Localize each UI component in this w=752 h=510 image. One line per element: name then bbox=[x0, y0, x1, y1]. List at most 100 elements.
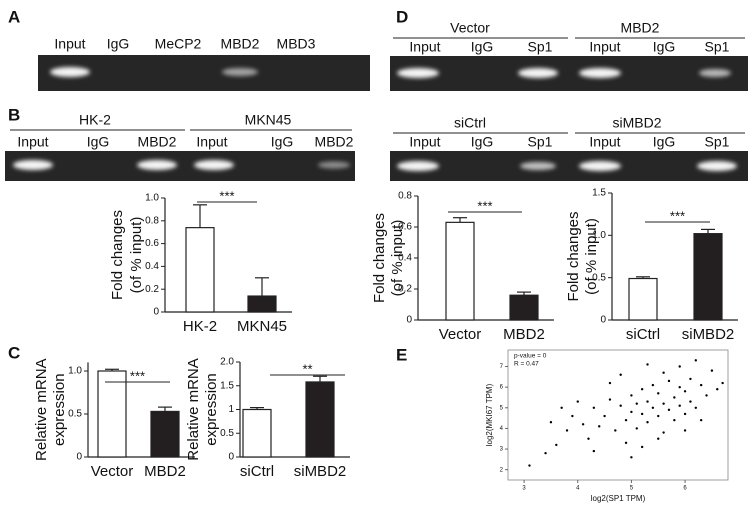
band bbox=[520, 162, 556, 170]
point bbox=[635, 402, 638, 405]
y-tick-label: 1.0 bbox=[68, 366, 82, 377]
band bbox=[13, 160, 53, 170]
x-tick-label: MBD2 bbox=[144, 463, 186, 480]
band bbox=[699, 69, 731, 77]
point bbox=[651, 406, 655, 409]
lane-label: Sp1 bbox=[528, 39, 553, 55]
point bbox=[694, 359, 698, 362]
y-tick-label: 5 bbox=[500, 405, 504, 411]
point bbox=[630, 394, 633, 397]
bar bbox=[693, 233, 723, 321]
point bbox=[667, 379, 671, 383]
x-tick-label: siMBD2 bbox=[682, 326, 735, 343]
bar bbox=[509, 294, 539, 321]
significance-label: ** bbox=[302, 361, 312, 376]
lane-label: Sp1 bbox=[705, 134, 730, 150]
significance-label: *** bbox=[219, 188, 234, 203]
panel-label: A bbox=[8, 7, 20, 26]
y-axis-label: Fold changes bbox=[565, 211, 582, 301]
panel-label: C bbox=[8, 343, 20, 362]
y-axis-label: (of % input) bbox=[583, 218, 600, 295]
point bbox=[581, 423, 585, 426]
y-tick-label: 0.5 bbox=[592, 272, 606, 283]
point bbox=[544, 451, 547, 455]
point bbox=[689, 400, 692, 403]
point bbox=[699, 383, 703, 387]
lane-label: MBD2 bbox=[315, 134, 354, 150]
band bbox=[579, 161, 621, 171]
y-axis-label: (of % input) bbox=[128, 217, 145, 294]
point bbox=[667, 408, 671, 412]
group-label: siCtrl bbox=[454, 115, 486, 131]
point bbox=[630, 456, 633, 459]
point bbox=[528, 464, 531, 467]
point bbox=[592, 406, 596, 409]
gel bbox=[38, 55, 370, 91]
group-label: HK-2 bbox=[79, 112, 111, 128]
x-axis-label: log2(SP1 TPM) bbox=[591, 494, 646, 503]
lane-label: Input bbox=[409, 39, 440, 55]
group-label: Vector bbox=[450, 20, 490, 36]
y-tick-label: 4 bbox=[500, 426, 504, 432]
point bbox=[619, 373, 622, 376]
lane-label: MBD2 bbox=[138, 134, 177, 150]
lane-label: Input bbox=[409, 134, 440, 150]
lane-label: Input bbox=[196, 134, 227, 150]
point bbox=[662, 371, 665, 374]
gel bbox=[390, 151, 748, 181]
band bbox=[50, 67, 90, 77]
y-axis-label: Fold changes bbox=[371, 213, 388, 303]
point bbox=[640, 445, 644, 449]
y-tick-label: 0.5 bbox=[68, 409, 82, 420]
x-tick-label: siMBD2 bbox=[294, 463, 347, 480]
point bbox=[608, 381, 612, 385]
x-tick-label: 6 bbox=[683, 486, 687, 492]
y-tick-label: 0.8 bbox=[145, 215, 159, 226]
lane-label: Input bbox=[589, 39, 620, 55]
point bbox=[598, 425, 601, 428]
point bbox=[678, 385, 681, 389]
point bbox=[657, 414, 660, 418]
y-tick-label: 0 bbox=[76, 452, 82, 463]
point bbox=[624, 418, 628, 422]
y-axis-label: log2(MKI67 TPM) bbox=[485, 383, 494, 446]
panel-label: D bbox=[396, 7, 408, 26]
point bbox=[555, 443, 558, 447]
band bbox=[222, 68, 258, 76]
point bbox=[614, 429, 617, 432]
x-tick-label: HK-2 bbox=[183, 318, 217, 335]
y-tick-label: 1.0 bbox=[592, 230, 606, 241]
point bbox=[657, 437, 660, 440]
y-tick-label: 0 bbox=[406, 315, 412, 326]
y-axis-label: expression bbox=[51, 373, 68, 446]
point bbox=[640, 412, 644, 416]
lane-label: IgG bbox=[471, 134, 494, 150]
point bbox=[635, 427, 638, 430]
bar bbox=[150, 410, 180, 458]
point bbox=[716, 388, 719, 391]
point bbox=[683, 390, 687, 393]
x-tick-label: MKN45 bbox=[237, 318, 287, 335]
y-tick-label: 1 bbox=[228, 404, 234, 415]
point bbox=[587, 437, 590, 440]
lane-label: IgG bbox=[107, 36, 130, 52]
lane-label: IgG bbox=[653, 134, 676, 150]
y-tick-label: 0.2 bbox=[145, 284, 159, 295]
bar bbox=[97, 370, 127, 458]
y-axis-label: expression bbox=[203, 373, 220, 446]
y-tick-label: 0.6 bbox=[145, 238, 159, 249]
band bbox=[579, 68, 621, 78]
panel-label: E bbox=[396, 345, 407, 364]
y-tick-label: 2 bbox=[500, 467, 504, 473]
point bbox=[646, 363, 649, 366]
point bbox=[624, 441, 628, 445]
point bbox=[678, 365, 681, 368]
y-axis-label: Relative mRNA bbox=[185, 358, 202, 461]
y-tick-label: 7 bbox=[500, 364, 504, 370]
y-tick-label: 1.0 bbox=[145, 193, 159, 204]
lane-label: MBD3 bbox=[277, 36, 316, 52]
lane-label: MBD2 bbox=[221, 36, 260, 52]
x-tick-label: siCtrl bbox=[240, 463, 274, 480]
x-tick-label: 4 bbox=[576, 486, 580, 492]
